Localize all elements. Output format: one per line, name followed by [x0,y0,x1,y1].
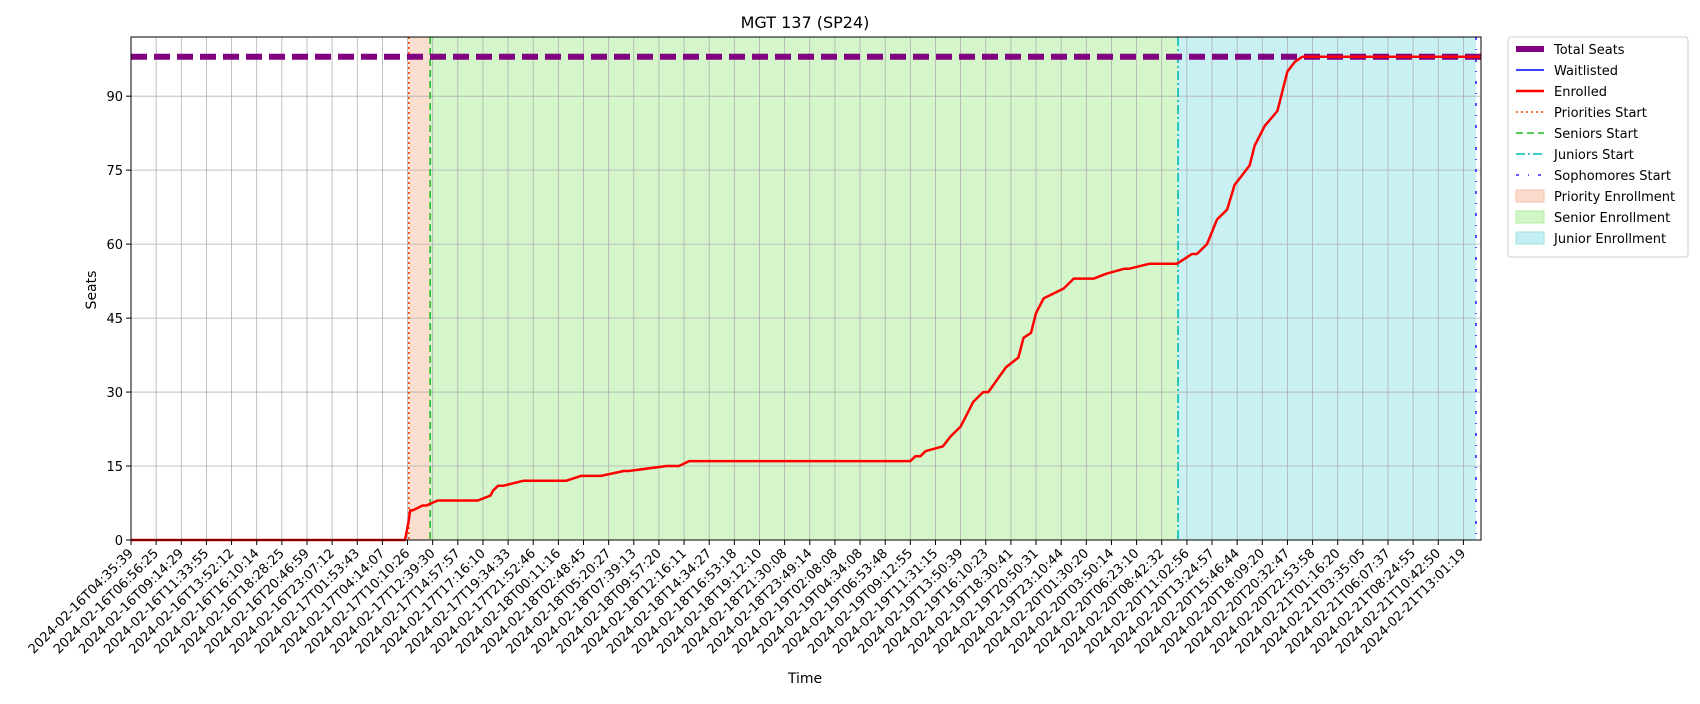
y-axis-ticks: 0 15 30 45 60 75 90 [106,90,131,549]
legend: Total Seats Waitlisted Enrolled Priorities … [1507,36,1689,258]
y-tick-label: 45 [106,312,123,327]
y-tick-label: 90 [106,90,123,105]
span-priority-enrollment [408,37,431,540]
legend-swatch [1515,210,1545,224]
legend-swatch [1515,189,1545,203]
series-enrolled [131,55,1481,542]
enrollment-periods [408,37,1476,540]
x-axis-ticks: 2024-02-16T04:35:392024-02-16T06:56:2520… [26,540,1469,657]
legend-label: Juniors Start [1553,148,1634,163]
x-axis-label: Time [787,671,822,687]
legend-label: Waitlisted [1554,64,1618,79]
gridlines [130,37,1481,541]
plot-frame [130,36,1482,541]
legend-swatch [1515,231,1545,245]
legend-label: Junior Enrollment [1553,232,1666,247]
span-senior-enrollment [430,37,1179,540]
legend-label: Enrolled [1554,85,1607,100]
y-tick-label: 0 [115,534,123,549]
legend-box [1507,36,1689,258]
y-tick-label: 75 [106,164,123,179]
legend-label: Priority Enrollment [1554,190,1675,205]
chart-title: MGT 137 (SP24) [741,13,870,32]
y-tick-label: 15 [106,460,123,475]
span-junior-enrollment [1178,37,1476,540]
legend-label: Total Seats [1553,43,1625,58]
legend-label: Priorities Start [1554,106,1647,121]
y-tick-label: 30 [106,386,123,401]
legend-label: Seniors Start [1554,127,1638,142]
legend-label: Sophomores Start [1554,169,1671,184]
phase-start-lines [407,37,1477,540]
y-tick-label: 60 [106,238,123,253]
data-series [131,53,1481,542]
y-axis-label: Seats [84,271,100,310]
legend-label: Senior Enrollment [1554,211,1670,226]
